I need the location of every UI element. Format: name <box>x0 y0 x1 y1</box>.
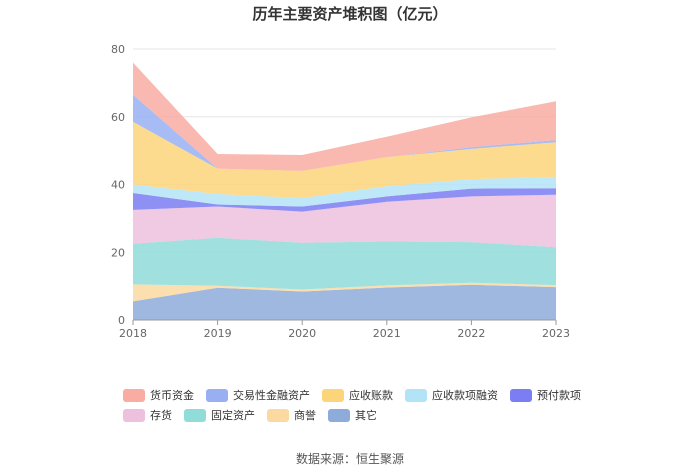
legend-item[interactable]: 其它 <box>328 408 377 422</box>
legend-item[interactable]: 存货 <box>123 408 172 422</box>
legend-label: 预付款项 <box>537 389 581 402</box>
area-4 <box>133 188 556 212</box>
x-tick-label: 2021 <box>373 327 401 340</box>
legend-swatch <box>322 388 344 402</box>
area-0 <box>133 284 556 320</box>
x-tick-label: 2022 <box>457 327 485 340</box>
legend-swatch <box>206 388 228 402</box>
legend-label: 应收款项融资 <box>432 389 498 402</box>
data-source: 数据来源：恒生聚源 <box>295 452 404 466</box>
area-2 <box>133 237 556 290</box>
legend-label: 固定资产 <box>211 409 255 422</box>
legend-label: 交易性金融资产 <box>233 389 310 402</box>
legend-label: 商誉 <box>294 409 316 422</box>
legend-swatch <box>184 408 206 422</box>
axes: 0 20 40 60 80 2018 2019 2020 2021 2022 2023 <box>111 43 570 340</box>
legend-item[interactable]: 应收款项融资 <box>405 388 498 402</box>
legend-label: 其它 <box>355 409 377 422</box>
y-tick-label: 40 <box>111 179 125 192</box>
legend-swatch <box>510 388 532 402</box>
legend: 货币资金 交易性金融资产 应收账款 应收款项融资 预付款项存货 固定资产 商誉 其它 <box>123 388 593 422</box>
legend-item[interactable]: 货币资金 <box>123 388 194 402</box>
y-tick-label: 60 <box>111 111 125 124</box>
x-tick-label: 2018 <box>119 327 147 340</box>
x-tick-label: 2019 <box>204 327 232 340</box>
y-tick-label: 0 <box>118 314 125 327</box>
chart-title: 历年主要资产堆积图（亿元） <box>252 5 448 23</box>
legend-item[interactable]: 固定资产 <box>184 408 255 422</box>
legend-item[interactable]: 预付款项 <box>510 388 581 402</box>
legend-swatch <box>123 408 145 422</box>
legend-item[interactable]: 交易性金融资产 <box>206 388 310 402</box>
legend-item[interactable]: 应收账款 <box>322 388 393 402</box>
legend-item[interactable]: 商誉 <box>267 408 316 422</box>
legend-swatch <box>123 388 145 402</box>
y-tick-label: 80 <box>111 43 125 56</box>
y-tick-label: 20 <box>111 246 125 259</box>
legend-label: 存货 <box>150 409 172 422</box>
area-3 <box>133 194 556 248</box>
area-1 <box>133 282 556 302</box>
legend-swatch <box>267 408 289 422</box>
area-8 <box>133 62 556 171</box>
x-tick-label: 2020 <box>288 327 316 340</box>
legend-swatch <box>405 388 427 402</box>
legend-swatch <box>328 408 350 422</box>
stacked-area-chart: 0 20 40 60 80 2018 2019 2020 2021 2022 2023 <box>111 43 570 340</box>
area-series <box>133 62 556 320</box>
area-6 <box>133 121 556 199</box>
x-tick-label: 2023 <box>542 327 570 340</box>
area-5 <box>133 177 556 207</box>
legend-label: 货币资金 <box>150 389 194 402</box>
legend-label: 应收账款 <box>349 389 393 402</box>
